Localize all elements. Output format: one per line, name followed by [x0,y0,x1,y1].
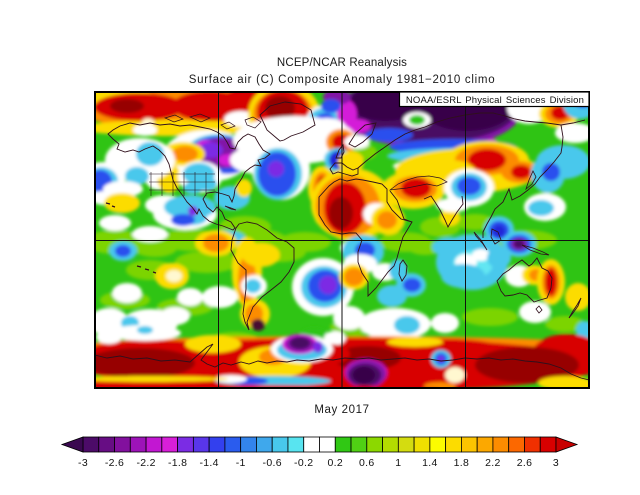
svg-text:-0.6: -0.6 [263,457,282,469]
svg-text:NCEP/NCAR Reanalysis: NCEP/NCAR Reanalysis [277,57,407,69]
svg-text:-0.2: -0.2 [294,457,313,469]
svg-text:NOAA/ESRL Physical Sciences Di: NOAA/ESRL Physical Sciences Division [406,95,584,106]
svg-text:0.6: 0.6 [359,457,375,469]
svg-text:0.2: 0.2 [328,457,344,469]
svg-text:3: 3 [553,457,559,469]
svg-text:-2.6: -2.6 [105,457,124,469]
svg-text:1.8: 1.8 [454,457,470,469]
svg-text:1.4: 1.4 [422,457,438,469]
svg-text:-3: -3 [78,457,88,469]
svg-text:2.6: 2.6 [517,457,533,469]
svg-text:-1.4: -1.4 [199,457,218,469]
svg-text:2.2: 2.2 [485,457,501,469]
svg-text:May 2017: May 2017 [314,404,369,416]
svg-text:Surface air (C) Composite Anom: Surface air (C) Composite Anomaly 1981−2… [189,74,496,86]
svg-text:1: 1 [395,457,401,469]
svg-text:-2.2: -2.2 [136,457,155,469]
svg-text:-1: -1 [236,457,246,469]
svg-text:-1.8: -1.8 [168,457,187,469]
